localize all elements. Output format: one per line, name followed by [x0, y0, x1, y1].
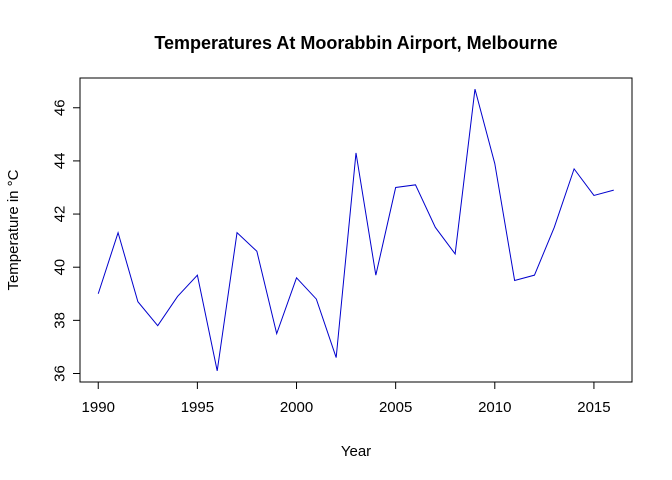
- x-tick-label: 2000: [280, 399, 313, 416]
- y-tick-label: 42: [52, 206, 69, 223]
- x-tick-label: 2015: [577, 399, 610, 416]
- x-tick-label: 2010: [478, 399, 511, 416]
- y-tick-label: 44: [52, 153, 69, 170]
- plot-frame: [79, 77, 633, 383]
- y-axis-label: Temperature in °C: [5, 169, 22, 290]
- temperature-series-line: [97, 89, 614, 371]
- x-tick-label: 1990: [82, 399, 115, 416]
- y-axis: 36 38 40 42 44 46: [52, 99, 81, 382]
- y-tick-label: 36: [52, 365, 69, 382]
- x-axis-label: Year: [341, 443, 371, 460]
- y-tick-label: 46: [52, 99, 69, 116]
- y-tick-label: 38: [52, 312, 69, 329]
- x-tick-label: 2005: [379, 399, 412, 416]
- x-axis: 1990 1995 2000 2005 2010 2015: [82, 381, 611, 416]
- chart-title: Temperatures At Moorabbin Airport, Melbo…: [154, 33, 557, 53]
- series-layer: [97, 89, 614, 371]
- y-tick-label: 40: [52, 259, 69, 276]
- x-tick-label: 1995: [181, 399, 214, 416]
